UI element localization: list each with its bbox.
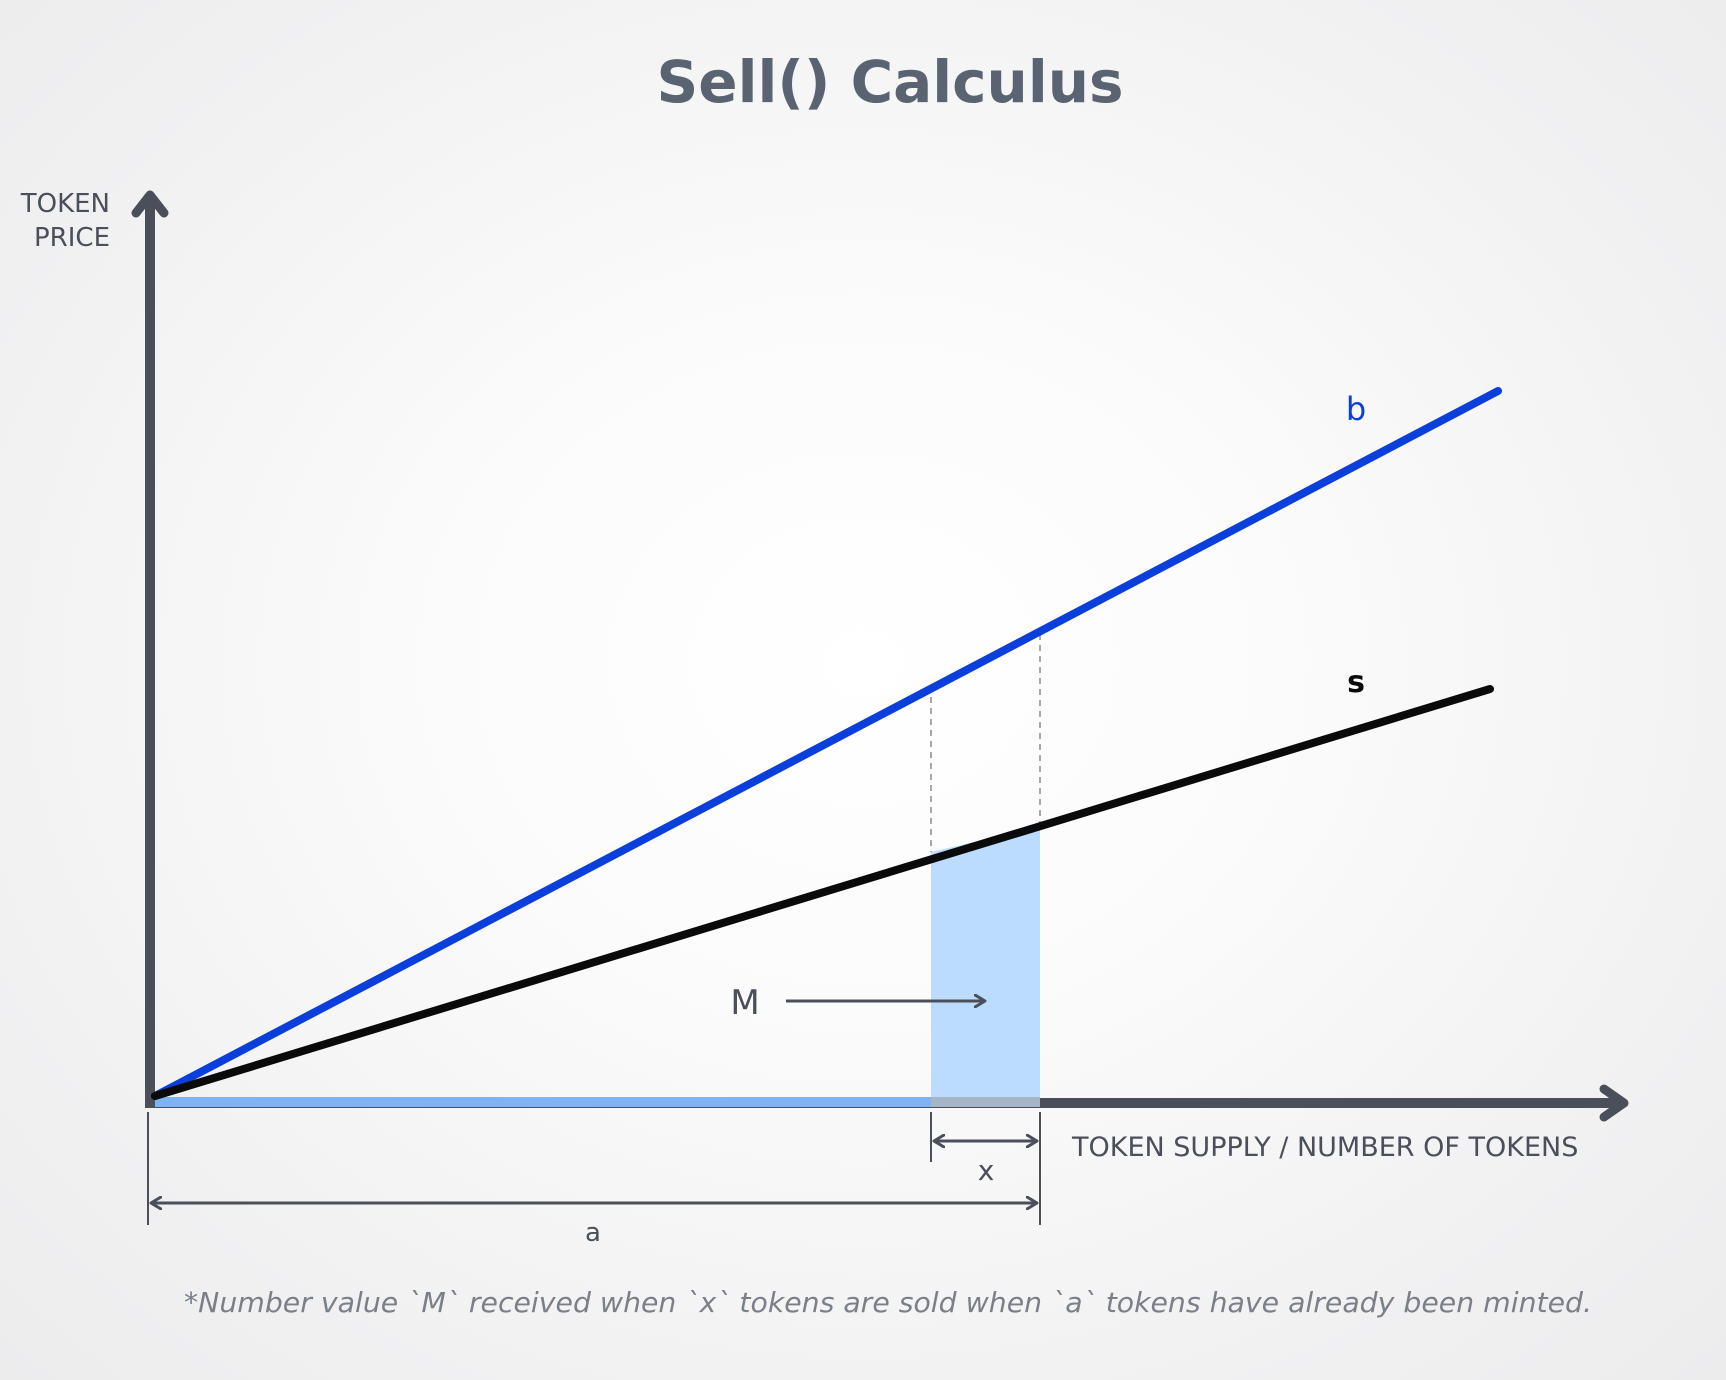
a-dimension-label: a xyxy=(585,1218,601,1248)
buy-curve-label: b xyxy=(1346,390,1366,428)
y-axis-arrowhead xyxy=(131,190,169,218)
buy-curve-b xyxy=(151,387,1502,1100)
x-axis-label: TOKEN SUPPLY / NUMBER OF TOKENS xyxy=(1071,1132,1578,1163)
sell-curve-s xyxy=(151,685,1494,1100)
y-axis-label-line-1: TOKEN xyxy=(20,189,110,219)
footnote: *Number value `M` received when `x` toke… xyxy=(184,1286,1592,1319)
sell-curve-label: s xyxy=(1347,665,1365,700)
area-m-region xyxy=(931,827,1040,1102)
x-axis-arrowhead xyxy=(1599,1084,1629,1122)
diagram-title: Sell() Calculus xyxy=(656,48,1123,116)
y-axis-label-line-2: PRICE xyxy=(34,223,110,253)
area-m-label: M xyxy=(730,983,759,1023)
x-dimension-label: x xyxy=(978,1154,995,1187)
